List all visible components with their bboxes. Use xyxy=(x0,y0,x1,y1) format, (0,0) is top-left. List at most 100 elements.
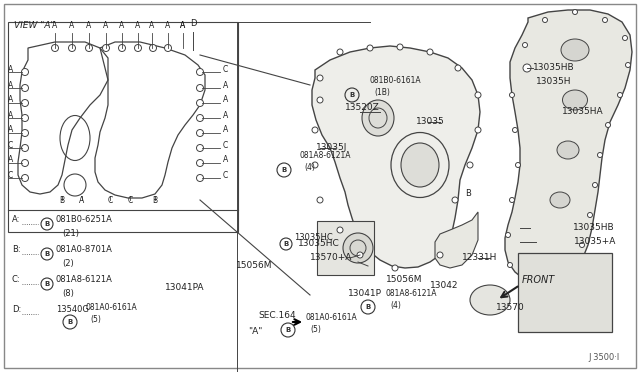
Circle shape xyxy=(618,93,623,97)
Text: D:: D: xyxy=(12,305,21,314)
Polygon shape xyxy=(505,10,632,285)
Circle shape xyxy=(22,68,29,76)
Circle shape xyxy=(22,144,29,151)
Circle shape xyxy=(598,153,602,157)
Circle shape xyxy=(164,45,172,51)
Text: A: A xyxy=(8,110,13,119)
Text: 13035HB: 13035HB xyxy=(533,64,575,73)
Circle shape xyxy=(523,64,531,72)
Text: 13035HA: 13035HA xyxy=(562,108,604,116)
Circle shape xyxy=(452,197,458,203)
Circle shape xyxy=(196,144,204,151)
Circle shape xyxy=(22,115,29,122)
Circle shape xyxy=(543,17,547,22)
Text: 081B0-6161A: 081B0-6161A xyxy=(370,76,422,85)
Text: B: B xyxy=(465,189,471,198)
Text: A: A xyxy=(223,80,228,90)
Text: 081A0-6161A: 081A0-6161A xyxy=(306,313,358,322)
Circle shape xyxy=(196,99,204,106)
Circle shape xyxy=(573,10,577,15)
Text: B: B xyxy=(44,251,50,257)
Text: D: D xyxy=(189,19,196,28)
Text: (21): (21) xyxy=(62,229,79,238)
Text: 13042: 13042 xyxy=(430,282,458,291)
Text: 13570+A: 13570+A xyxy=(310,253,353,263)
Circle shape xyxy=(134,45,141,51)
Text: 13035HC: 13035HC xyxy=(294,233,333,242)
Text: FRONT: FRONT xyxy=(522,275,556,285)
Circle shape xyxy=(196,84,204,92)
Text: B: B xyxy=(284,241,289,247)
Text: A: A xyxy=(165,21,171,30)
Text: A: A xyxy=(180,21,186,30)
Text: C: C xyxy=(223,65,228,74)
Text: A: A xyxy=(79,196,84,205)
Text: 15056M: 15056M xyxy=(386,275,422,283)
Text: VIEW "A": VIEW "A" xyxy=(14,21,54,30)
Circle shape xyxy=(312,127,318,133)
Circle shape xyxy=(625,62,630,67)
Text: 081A8-6121A: 081A8-6121A xyxy=(386,289,438,298)
Polygon shape xyxy=(435,212,478,268)
Circle shape xyxy=(427,49,433,55)
Text: "A": "A" xyxy=(248,327,262,336)
Circle shape xyxy=(602,17,607,22)
Circle shape xyxy=(579,243,584,247)
Ellipse shape xyxy=(470,285,510,315)
Circle shape xyxy=(367,45,373,51)
FancyBboxPatch shape xyxy=(317,221,374,275)
Text: J 3500·l: J 3500·l xyxy=(589,353,620,362)
Circle shape xyxy=(196,115,204,122)
Circle shape xyxy=(196,174,204,182)
Circle shape xyxy=(317,75,323,81)
Circle shape xyxy=(522,42,527,48)
Text: B:: B: xyxy=(12,245,20,254)
Circle shape xyxy=(196,160,204,167)
Text: (1B): (1B) xyxy=(374,88,390,97)
Text: B: B xyxy=(285,327,291,333)
Text: A: A xyxy=(149,21,155,30)
Text: A: A xyxy=(86,21,92,30)
Ellipse shape xyxy=(362,100,394,136)
Circle shape xyxy=(118,45,125,51)
Circle shape xyxy=(150,45,157,51)
Ellipse shape xyxy=(557,141,579,159)
Text: 13035J: 13035J xyxy=(316,144,348,153)
Circle shape xyxy=(22,174,29,182)
Circle shape xyxy=(357,252,363,258)
Circle shape xyxy=(22,99,29,106)
Text: 13035+A: 13035+A xyxy=(574,237,616,247)
Text: A: A xyxy=(223,125,228,135)
Text: A: A xyxy=(8,80,13,90)
Text: 13035H: 13035H xyxy=(536,77,572,87)
Circle shape xyxy=(515,163,520,167)
Circle shape xyxy=(22,160,29,167)
Circle shape xyxy=(513,128,518,132)
Circle shape xyxy=(86,45,93,51)
Circle shape xyxy=(196,68,204,76)
Circle shape xyxy=(22,84,29,92)
Circle shape xyxy=(102,45,109,51)
Circle shape xyxy=(317,197,323,203)
Text: 13035HB: 13035HB xyxy=(573,224,614,232)
Bar xyxy=(8,22,238,232)
Text: B: B xyxy=(60,196,65,205)
Text: 15056M: 15056M xyxy=(236,262,273,270)
Text: C: C xyxy=(223,170,228,180)
Polygon shape xyxy=(312,46,480,268)
Text: A:: A: xyxy=(12,215,20,224)
Circle shape xyxy=(22,129,29,137)
Circle shape xyxy=(509,93,515,97)
Ellipse shape xyxy=(343,233,373,263)
Circle shape xyxy=(623,35,627,41)
Text: 13041P: 13041P xyxy=(348,289,382,298)
Circle shape xyxy=(508,263,513,267)
Text: A: A xyxy=(223,155,228,164)
Text: B: B xyxy=(44,281,50,287)
Text: 13035: 13035 xyxy=(416,118,445,126)
Text: B: B xyxy=(152,196,157,205)
Circle shape xyxy=(605,122,611,128)
Text: A: A xyxy=(8,125,13,135)
Text: (4): (4) xyxy=(304,163,315,172)
Text: (2): (2) xyxy=(62,259,74,268)
